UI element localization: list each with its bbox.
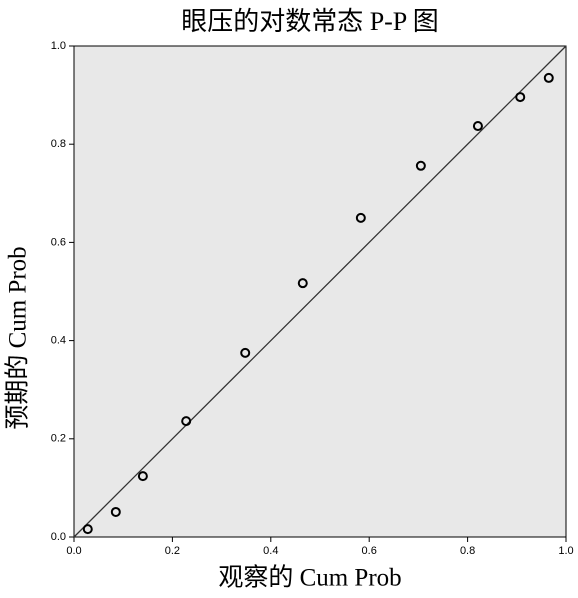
y-tick-label: 0.6 [51, 236, 66, 248]
reference-line [73, 45, 567, 538]
y-tick-label: 0.8 [51, 138, 66, 150]
x-tick-label: 0.0 [66, 545, 81, 557]
point [355, 212, 366, 223]
x-tick-label: 0.2 [165, 545, 180, 557]
point [415, 160, 426, 171]
y-axis-label: 预期的 Cum Prob [4, 246, 32, 429]
point [110, 506, 121, 517]
point [543, 72, 554, 83]
point [82, 524, 93, 535]
point [297, 278, 308, 289]
y-tick-label: 0.2 [51, 433, 66, 445]
y-tick-label: 0.4 [51, 335, 66, 347]
x-axis-label: 观察的 Cum Prob [218, 564, 401, 592]
point [472, 121, 483, 132]
point [515, 92, 526, 103]
x-tick-label: 1.0 [558, 545, 573, 557]
y-tick-label: 0.0 [51, 531, 66, 543]
point [240, 347, 251, 358]
chart-title: 眼压的对数常态 P-P 图 [181, 7, 439, 36]
point [137, 471, 148, 482]
y-tick-label: 1.0 [51, 40, 66, 52]
point [181, 416, 192, 427]
x-tick-label: 0.8 [460, 545, 475, 557]
x-tick-label: 0.4 [263, 545, 278, 557]
x-tick-label: 0.6 [362, 545, 377, 557]
